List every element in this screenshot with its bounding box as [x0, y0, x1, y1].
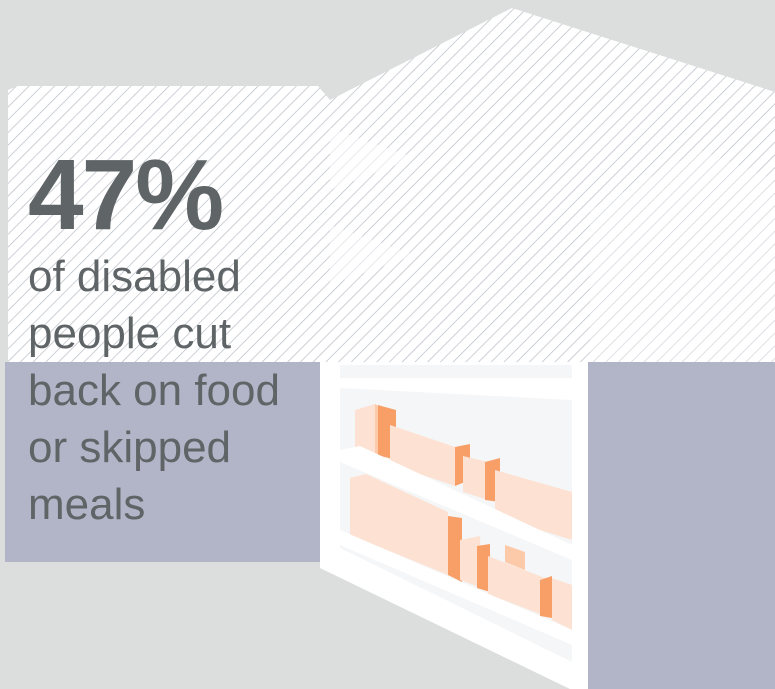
product-box	[505, 545, 525, 570]
left-panel	[5, 362, 321, 562]
caption-line: back on food	[28, 366, 280, 415]
product-box	[350, 474, 448, 575]
product-box	[488, 556, 545, 616]
product-box	[477, 544, 490, 592]
ghost-shape	[590, 150, 775, 362]
shelf-board-top	[340, 378, 572, 400]
product-box	[495, 470, 572, 540]
statistic-block: 47% of disabled people cut back on food …	[28, 140, 328, 533]
product-box	[463, 456, 488, 500]
ghost-shape	[330, 128, 415, 190]
right-panel	[588, 362, 775, 689]
caption-line: or skipped	[28, 423, 232, 472]
statistic-value: 47%	[28, 139, 224, 251]
product-box	[540, 576, 552, 618]
product-box	[552, 578, 572, 630]
ghost-shape	[330, 225, 415, 285]
product-box	[448, 516, 462, 582]
product-box	[390, 425, 455, 486]
hatched-right-roof	[330, 8, 775, 362]
hatched-left-block	[8, 86, 330, 362]
product-box	[460, 536, 482, 588]
shelf-board-bottom	[340, 530, 572, 645]
caption-line: meals	[28, 480, 146, 529]
caption-line: people cut	[28, 309, 232, 358]
caption-line: of disabled	[28, 252, 241, 301]
statistic-caption: of disabled people cut back on food or s…	[28, 248, 328, 533]
shelf-board-middle	[340, 446, 572, 560]
